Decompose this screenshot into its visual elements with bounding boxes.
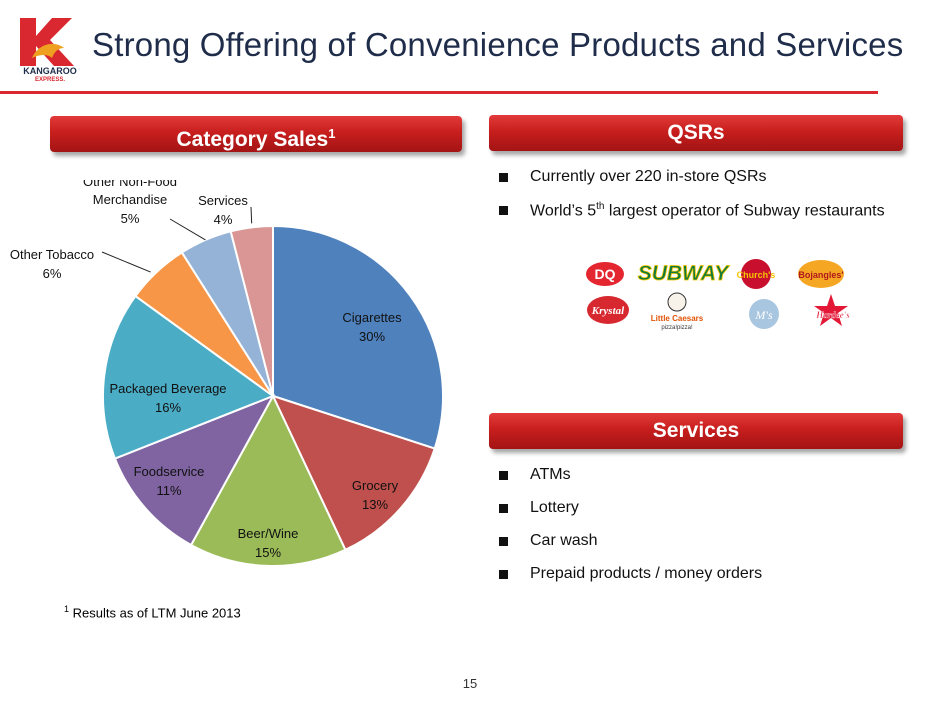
bullet-icon [499,173,508,182]
pie-slice-services [229,224,274,397]
svg-text:SUBWAY: SUBWAY [638,262,731,285]
list-item: Car wash [497,532,762,565]
kangaroo-express-logo: KANGAROO EXPRESS. [14,14,86,83]
slice-value-label: 11% [156,483,181,498]
list-item: World’s 5th largest operator of Subway r… [497,201,885,234]
qsr-brand-logos: DQ SUBWAY Church's Bojangles' Krystal Li… [583,258,873,343]
bojangles-logo: Bojangles' [798,260,844,288]
pie-slice-packaged-beverage [102,294,276,460]
footnote: 1 Results as of LTM June 2013 [64,604,241,621]
slice-label: Merchandise [93,192,167,207]
pie-slice-grocery [271,394,436,552]
slice-value-label: 15% [255,545,281,560]
subway-logo: SUBWAY [637,262,731,286]
slice-value-label: 4% [214,212,233,227]
services-bullet-list: ATMs Lottery Car wash Prepaid products /… [497,466,762,598]
page-number: 15 [462,676,478,691]
qsrs-banner: QSRs [489,115,903,151]
slice-value-label: 5% [121,211,140,226]
list-item: Lottery [497,499,762,532]
svg-text:Little Caesars: Little Caesars [651,314,704,323]
slice-label: Other Tobacco [10,247,94,262]
svg-text:DQ: DQ [595,266,616,282]
bullet-icon [499,504,508,513]
churchs-logo: Church's [737,259,776,289]
services-banner: Services [489,413,903,449]
hardees-logo: Hardee's [814,294,850,326]
bullet-icon [499,570,508,579]
slice-value-label: 16% [155,400,181,415]
list-item: Currently over 220 in-store QSRs [497,168,885,201]
slice-label: Other Non-Food [83,180,177,189]
list-item: ATMs [497,466,762,499]
leader-line [101,251,151,273]
qsr-bullet-list: Currently over 220 in-store QSRs World’s… [497,168,885,234]
slice-label: Packaged Beverage [109,381,226,396]
bullet-icon [499,471,508,480]
svg-text:EXPRESS.: EXPRESS. [35,77,65,82]
slice-value-label: 30% [359,329,385,344]
slice-label: Services [198,193,248,208]
category-sales-pie-chart: Cigarettes 30% Grocery 13% Beer/Wine 15% Foods… [0,174,470,585]
svg-text:M's: M's [754,308,773,322]
pie-slice-foodservice [113,394,276,547]
svg-text:Hardee's: Hardee's [815,310,850,320]
title-divider [0,91,878,94]
svg-text:Church's: Church's [737,270,776,280]
slice-label: Cigarettes [342,310,402,325]
svg-text:pizza!pizza!: pizza!pizza! [661,325,693,331]
leader-line [250,206,253,224]
slice-label: Grocery [352,478,399,493]
pie-slice-beer-wine [189,393,347,567]
pie-slice-cigarettes [272,224,444,450]
slice-value-label: 13% [362,497,388,512]
logo-wordmark: KANGAROO [23,66,77,76]
slice-label: Beer/Wine [238,526,299,541]
little-caesars-logo: Little Caesars pizza!pizza! [651,292,704,331]
slice-value-label: 6% [43,266,62,281]
krystal-logo: Krystal [587,296,629,324]
leader-line [169,218,206,241]
category-sales-banner: Category Sales1 [50,116,462,152]
svg-text:Krystal: Krystal [591,305,625,317]
bullet-icon [499,537,508,546]
list-item: Prepaid products / money orders [497,565,762,598]
svg-text:Bojangles': Bojangles' [798,270,843,280]
slice-label: Foodservice [134,464,205,479]
aunt-ms-logo: M's [749,299,779,329]
page-title: Strong Offering of Convenience Products … [92,26,904,63]
bullet-icon [499,206,508,215]
dq-logo: DQ [586,262,624,286]
